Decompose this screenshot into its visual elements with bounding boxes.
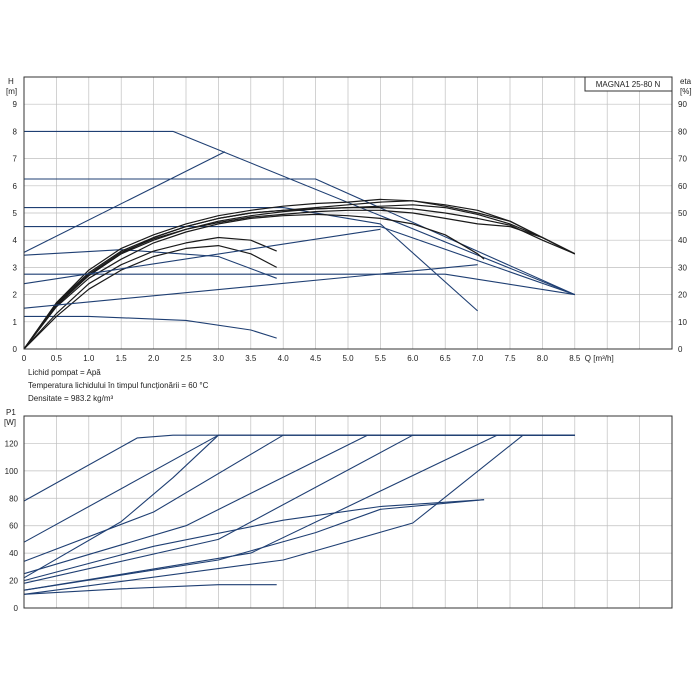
efficiency-curve (23, 204, 576, 350)
power-curve-chart: 0 20 40 60 80 100 120 P1 [W] (4, 408, 673, 613)
flow-tick-label: 8.0 (537, 354, 549, 363)
flow-tick-label: 0 (22, 354, 27, 363)
head-tick-label: 6 (13, 182, 18, 191)
power-curve-series (23, 434, 575, 595)
power-tick-label: 20 (9, 577, 18, 586)
flow-tick-label: 3.5 (245, 354, 257, 363)
efficiency-tick-label: 60 (678, 182, 687, 191)
power-tick-label: 60 (9, 522, 18, 531)
flow-tick-label: 7.5 (504, 354, 516, 363)
power-tick-label: 40 (9, 549, 18, 558)
flow-tick-label: 8.5 (569, 354, 581, 363)
flow-tick-label: 7.0 (472, 354, 484, 363)
pump-curve-plot-frame (23, 76, 673, 350)
flow-tick-label: 1.0 (83, 354, 95, 363)
power-tick-label: 100 (5, 467, 19, 476)
efficiency-curve (23, 209, 576, 350)
flow-tick-label: 3.0 (213, 354, 225, 363)
flow-tick-label: 6.0 (407, 354, 419, 363)
efficiency-axis-label-line-1: eta (680, 77, 692, 86)
flow-tick-label: 4.0 (278, 354, 290, 363)
pump-curve-chart: 0 1 2 3 4 5 6 7 8 9 0 10 20 30 40 50 60 70 80 90 0 0.5 1.0 1.… (6, 76, 692, 403)
head-tick-label: 5 (13, 209, 18, 218)
model-label-box (584, 76, 673, 92)
power-tick-label: 80 (9, 494, 18, 503)
power-curve (23, 499, 485, 591)
head-axis-label-line-1: H (8, 77, 14, 86)
head-curve (24, 315, 277, 339)
head-curve (24, 130, 576, 296)
power-axis-label-line-1: P1 (6, 408, 16, 417)
efficiency-curve (23, 213, 485, 350)
efficiency-tick-label: 80 (678, 127, 687, 136)
head-tick-label: 3 (13, 263, 18, 272)
head-tick-label: 4 (13, 236, 18, 245)
head-curve (24, 207, 478, 312)
power-axis-ticks: 0 20 40 60 80 100 120 (5, 439, 19, 613)
flow-tick-label: 1.5 (116, 354, 128, 363)
head-tick-label: 9 (13, 100, 18, 109)
note-density: Densitate = 983.2 kg/m³ (28, 394, 113, 403)
efficiency-axis-ticks: 0 10 20 30 40 50 60 70 80 90 (678, 100, 687, 354)
head-tick-label: 1 (13, 318, 18, 327)
head-axis-label-line-2: [m] (6, 87, 17, 96)
efficiency-tick-label: 70 (678, 155, 687, 164)
flow-tick-label: 2.0 (148, 354, 160, 363)
flow-axis-label: Q [m³/h] (585, 354, 614, 363)
head-tick-label: 7 (13, 155, 18, 164)
pump-curve-series (23, 130, 576, 350)
efficiency-tick-label: 90 (678, 100, 687, 109)
power-curve (23, 434, 575, 584)
head-tick-label: 8 (13, 127, 18, 136)
flow-axis-ticks: 0 0.5 1.0 1.5 2.0 2.5 3.0 3.5 4.0 4.5 5.0 5.5 6.0 6.5… (22, 354, 581, 363)
efficiency-tick-label: 0 (678, 345, 683, 354)
head-curve (24, 273, 575, 296)
efficiency-tick-label: 10 (678, 318, 687, 327)
power-curve (23, 584, 277, 595)
flow-tick-label: 5.0 (342, 354, 354, 363)
head-tick-label: 2 (13, 291, 18, 300)
head-curve (24, 178, 576, 296)
flow-tick-label: 0.5 (51, 354, 63, 363)
flow-tick-label: 6.5 (440, 354, 452, 363)
efficiency-curve (23, 198, 576, 350)
efficiency-axis-label-line-2: [%] (680, 87, 692, 96)
power-curve-plot-frame (23, 415, 673, 609)
model-label: MAGNA1 25-80 N (596, 80, 661, 89)
power-curve (23, 499, 485, 582)
head-tick-label: 0 (13, 345, 18, 354)
efficiency-tick-label: 50 (678, 209, 687, 218)
efficiency-tick-label: 40 (678, 236, 687, 245)
pump-curve-grid (23, 76, 673, 350)
power-axis-label-line-2: [W] (4, 418, 16, 427)
efficiency-curve (23, 200, 576, 350)
note-pumped-liquid: Lichid pompat = Apă (28, 368, 101, 377)
head-curve (24, 226, 575, 296)
head-axis-ticks: 0 1 2 3 4 5 6 7 8 9 (13, 100, 18, 354)
efficiency-tick-label: 30 (678, 263, 687, 272)
flow-tick-label: 2.5 (180, 354, 192, 363)
flow-tick-label: 5.5 (375, 354, 387, 363)
head-curve (23, 249, 277, 279)
power-curve (23, 434, 575, 595)
note-liquid-temperature: Temperatura lichidului în timpul funcțio… (28, 381, 209, 390)
autoadapt-line (23, 151, 226, 253)
flow-tick-label: 4.5 (310, 354, 322, 363)
power-tick-label: 0 (14, 604, 19, 613)
autoadapt-line (23, 228, 381, 285)
efficiency-tick-label: 20 (678, 291, 687, 300)
power-tick-label: 120 (5, 439, 19, 448)
power-curve (23, 434, 219, 579)
autoadapt-line (23, 264, 478, 309)
